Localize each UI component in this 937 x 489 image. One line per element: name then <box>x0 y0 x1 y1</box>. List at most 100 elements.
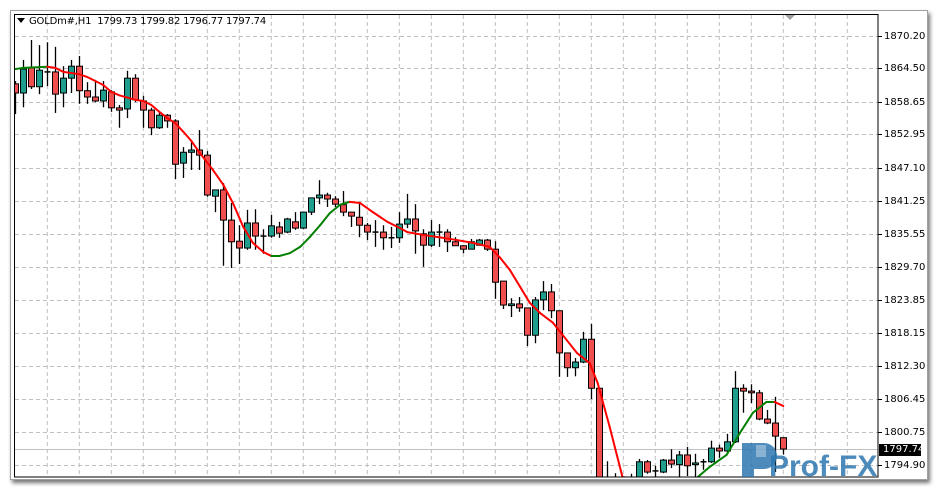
bull-candle <box>508 298 515 318</box>
candle-body <box>764 418 771 424</box>
bull-candle <box>404 193 411 229</box>
candle-body <box>156 114 163 129</box>
price-axis-ticks <box>878 36 882 466</box>
ma-segment <box>78 73 89 79</box>
ma-segment <box>62 70 81 76</box>
bear-candle <box>460 245 467 254</box>
candle-body <box>500 280 507 306</box>
price-label: 1858.65 <box>884 96 926 108</box>
ma-segment <box>348 200 362 205</box>
price-label: 1794.90 <box>884 459 926 471</box>
bear-candle <box>548 283 555 319</box>
bull-candle <box>60 66 67 108</box>
bear-candle <box>172 119 179 180</box>
candle-body <box>444 231 451 243</box>
ma-segment <box>471 241 491 248</box>
candle-body <box>724 441 731 452</box>
ma-segment <box>539 312 554 324</box>
candle-body <box>76 65 83 92</box>
bear-candle <box>132 74 139 103</box>
chart-title: GOLDm#,H1 1799.73 1799.82 1796.77 1797.7… <box>17 16 266 27</box>
ma-segment <box>182 130 193 142</box>
candle-body <box>716 447 723 452</box>
symbol-timeframe: GOLDm#,H1 <box>29 16 92 27</box>
ma-segment <box>15 66 25 71</box>
candle-body <box>100 89 107 102</box>
bear-candle <box>388 226 395 249</box>
ma-segment <box>198 151 214 171</box>
ma-segment <box>278 252 291 258</box>
chart-shift-marker-icon[interactable] <box>785 15 795 20</box>
candle-body <box>412 218 419 232</box>
candle-body <box>564 352 571 369</box>
bear-candle <box>716 444 723 458</box>
ma-segment <box>262 251 273 258</box>
candle-body <box>180 151 187 164</box>
ma-segment <box>386 220 402 230</box>
ma-segment <box>608 426 624 477</box>
candle-body <box>772 422 779 437</box>
ma-segment <box>508 268 522 288</box>
candle-body <box>636 461 643 477</box>
candle-body <box>228 219 235 243</box>
candle-body <box>588 338 595 389</box>
ma-segment <box>54 66 65 73</box>
candle-body <box>84 90 91 98</box>
ma-segment <box>46 65 57 69</box>
candle-body <box>524 307 531 336</box>
ma-segment <box>519 285 531 304</box>
ma-segment <box>251 241 265 254</box>
ma-segment <box>94 80 105 87</box>
bull-candle <box>68 59 75 93</box>
bear-candle <box>92 79 99 103</box>
candle-body <box>732 387 739 443</box>
bear-candle <box>500 280 507 310</box>
bear-candle <box>740 384 747 413</box>
candle-body <box>428 231 435 246</box>
ma-segment <box>142 99 153 106</box>
logo-text: Prof-FX <box>769 450 877 483</box>
dropdown-triangle-icon[interactable] <box>17 18 25 23</box>
bear-candle <box>84 82 91 104</box>
bear-candle <box>492 241 499 299</box>
ma-segment <box>328 203 342 215</box>
candle-body <box>572 361 579 369</box>
candle-body <box>15 83 19 94</box>
candle-body <box>356 216 363 226</box>
bear-candle <box>436 224 443 247</box>
candle-body <box>548 291 555 312</box>
bear-candle <box>28 39 35 90</box>
bear-candle <box>236 225 243 264</box>
candle-body <box>268 225 275 237</box>
candle-body <box>484 239 491 250</box>
bull-candle <box>300 211 307 230</box>
bear-candle <box>564 352 571 377</box>
ma-segment <box>222 183 234 205</box>
bull-candle <box>316 180 323 205</box>
ma-segment <box>551 321 568 341</box>
candle-body <box>148 109 155 129</box>
grid <box>15 15 878 477</box>
bear-candle <box>764 409 771 425</box>
candle-body <box>660 459 667 473</box>
ma-segment <box>773 400 785 407</box>
ma-segment <box>134 98 145 102</box>
candle-body <box>28 67 35 88</box>
candle-body <box>36 69 43 88</box>
candle-body <box>132 77 139 101</box>
bear-candle <box>652 465 659 477</box>
bear-candle <box>292 212 299 230</box>
bull-candle <box>188 142 195 170</box>
ma-segment <box>86 76 97 83</box>
bear-candle <box>748 384 755 404</box>
bear-candle <box>444 229 451 253</box>
candle-body <box>516 303 523 309</box>
candle-body <box>236 240 243 249</box>
candle-body <box>668 459 675 465</box>
ma-segment <box>174 122 185 133</box>
candle-body <box>404 218 411 225</box>
ma-segment <box>150 103 161 113</box>
candle-body <box>292 221 299 229</box>
candle-body <box>676 454 683 466</box>
